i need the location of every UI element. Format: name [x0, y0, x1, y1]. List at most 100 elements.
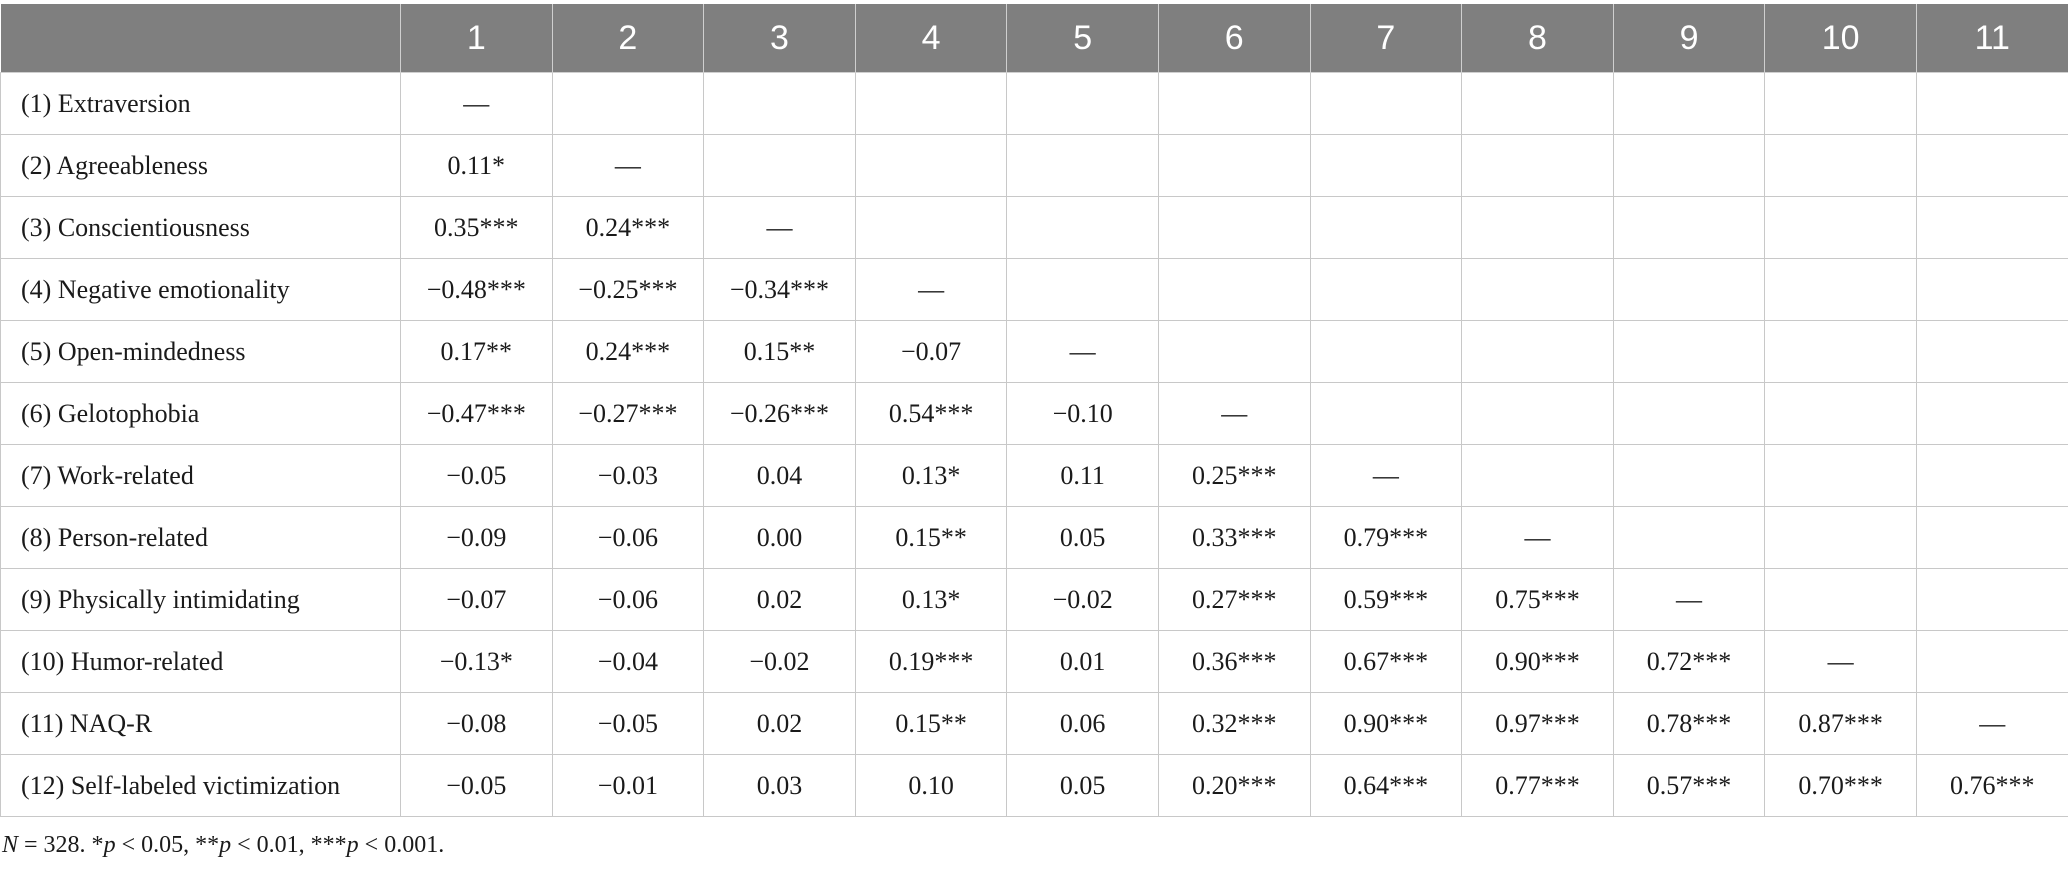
table-cell: 0.11*: [400, 134, 553, 197]
table-cell: 0.77***: [1461, 754, 1614, 817]
table-cell: 0.75***: [1461, 568, 1614, 631]
header-cell-1: 1: [400, 4, 553, 73]
table-cell: —: [1612, 568, 1766, 631]
table-cell: [854, 134, 1008, 197]
row-label: (10) Humor-related: [0, 630, 401, 693]
table-cell: —: [1461, 506, 1614, 569]
table-cell: −0.05: [400, 444, 553, 507]
table-cell: [1612, 506, 1766, 569]
table-cell: [1612, 196, 1766, 259]
table-row: (2) Agreeableness 0.11* —: [0, 134, 2068, 197]
table-cell: —: [1309, 444, 1463, 507]
header-cell-5: 5: [1006, 4, 1159, 73]
table-row: (6) Gelotophobia −0.47*** −0.27*** −0.26***…: [0, 382, 2068, 445]
table-cell: [551, 72, 705, 135]
table-cell: [1764, 196, 1917, 259]
table-cell: [703, 72, 856, 135]
header-cell-11: 11: [1915, 4, 2068, 73]
table-cell: [1461, 134, 1614, 197]
header-cell-3: 3: [703, 4, 856, 73]
table-cell: 0.04: [703, 444, 856, 507]
row-label: (5) Open-mindedness: [0, 320, 401, 383]
table-cell: 0.15**: [854, 506, 1008, 569]
table-cell: —: [551, 134, 705, 197]
table-cell: −0.07: [854, 320, 1008, 383]
table-cell: [1157, 258, 1311, 321]
table-cell: [1764, 506, 1917, 569]
table-row: (8) Person-related −0.09 −0.06 0.00 0.15** 0.…: [0, 506, 2068, 569]
table-body: (1) Extraversion — (2) Agreeableness 0.11* —…: [0, 72, 2068, 817]
table-cell: 0.00: [703, 506, 856, 569]
header-cell-4: 4: [854, 4, 1008, 73]
table-cell: [1915, 568, 2068, 631]
table-row: (1) Extraversion —: [0, 72, 2068, 135]
table-cell: —: [854, 258, 1008, 321]
table-cell: —: [1764, 630, 1917, 693]
table-cell: [1461, 72, 1614, 135]
table-cell: [1309, 196, 1463, 259]
row-label: (6) Gelotophobia: [0, 382, 401, 445]
row-label: (12) Self-labeled victimization: [0, 754, 401, 817]
table-cell: 0.02: [703, 568, 856, 631]
table-cell: [1612, 134, 1766, 197]
correlation-table-container: 1 2 3 4 5 6 7 8 9 10 11 (1) Extraversion…: [0, 4, 2068, 817]
table-cell: −0.05: [400, 754, 553, 817]
footnote-p-symbol: p: [219, 832, 232, 858]
table-cell: [1461, 258, 1614, 321]
table-cell: −0.27***: [551, 382, 705, 445]
row-label: (3) Conscientiousness: [0, 196, 401, 259]
table-cell: 0.24***: [551, 320, 705, 383]
table-cell: [854, 196, 1008, 259]
table-row: (5) Open-mindedness 0.17** 0.24*** 0.15** −0…: [0, 320, 2068, 383]
header-cell-label: [0, 4, 401, 73]
table-cell: −0.10: [1006, 382, 1159, 445]
table-cell: 0.87***: [1764, 692, 1917, 755]
table-cell: [854, 72, 1008, 135]
table-cell: 0.76***: [1915, 754, 2068, 817]
table-cell: 0.27***: [1157, 568, 1311, 631]
header-cell-7: 7: [1309, 4, 1463, 73]
table-cell: [1764, 320, 1917, 383]
table-cell: [1612, 382, 1766, 445]
table-cell: 0.57***: [1612, 754, 1766, 817]
table-cell: 0.19***: [854, 630, 1008, 693]
header-row: 1 2 3 4 5 6 7 8 9 10 11: [0, 4, 2068, 73]
table-cell: [1006, 196, 1159, 259]
table-cell: [1915, 320, 2068, 383]
table-cell: −0.04: [551, 630, 705, 693]
table-cell: 0.25***: [1157, 444, 1311, 507]
table-cell: [1612, 444, 1766, 507]
header-cell-6: 6: [1157, 4, 1311, 73]
table-cell: 0.11: [1006, 444, 1159, 507]
table-cell: [1764, 258, 1917, 321]
table-cell: 0.79***: [1309, 506, 1463, 569]
table-cell: [1309, 320, 1463, 383]
table-cell: −0.06: [551, 568, 705, 631]
table-cell: 0.97***: [1461, 692, 1614, 755]
table-cell: −0.34***: [703, 258, 856, 321]
table-cell: [1157, 196, 1311, 259]
table-cell: 0.24***: [551, 196, 705, 259]
table-cell: [1157, 134, 1311, 197]
table-cell: 0.90***: [1461, 630, 1614, 693]
footnote-p-symbol: p: [346, 832, 359, 858]
table-cell: 0.15**: [854, 692, 1008, 755]
table-cell: −0.02: [1006, 568, 1159, 631]
table-cell: 0.90***: [1309, 692, 1463, 755]
table-cell: [1915, 630, 2068, 693]
table-cell: 0.78***: [1612, 692, 1766, 755]
table-cell: [1764, 444, 1917, 507]
row-label: (11) NAQ-R: [0, 692, 401, 755]
table-row: (11) NAQ-R −0.08 −0.05 0.02 0.15** 0.06 0.32**…: [0, 692, 2068, 755]
correlation-table: 1 2 3 4 5 6 7 8 9 10 11 (1) Extraversion…: [0, 4, 2068, 817]
table-cell: [1309, 382, 1463, 445]
table-cell: −0.07: [400, 568, 553, 631]
table-row: (3) Conscientiousness 0.35*** 0.24*** —: [0, 196, 2068, 259]
row-label: (9) Physically intimidating: [0, 568, 401, 631]
table-cell: [1915, 444, 2068, 507]
table-cell: [1915, 382, 2068, 445]
table-cell: −0.13*: [400, 630, 553, 693]
table-cell: —: [1915, 692, 2068, 755]
table-cell: [1915, 134, 2068, 197]
table-cell: [1915, 196, 2068, 259]
